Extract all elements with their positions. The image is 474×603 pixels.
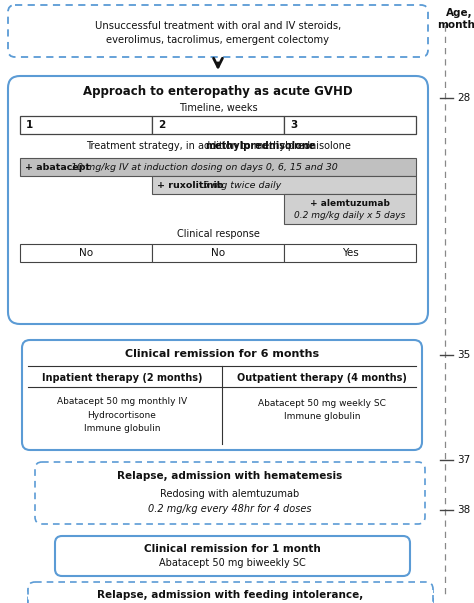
Bar (284, 244, 416, 262)
FancyBboxPatch shape (8, 5, 428, 57)
Text: Clinical response: Clinical response (176, 229, 259, 239)
Text: + alemtuzumab: + alemtuzumab (310, 198, 390, 207)
Text: No: No (79, 248, 93, 258)
Text: Inpatient therapy (2 months): Inpatient therapy (2 months) (42, 373, 202, 383)
FancyBboxPatch shape (8, 76, 428, 324)
Bar (152, 244, 284, 262)
Text: Abatacept 50 mg monthly IV
Hydrocortisone
Immune globulin: Abatacept 50 mg monthly IV Hydrocortison… (57, 397, 187, 434)
Text: Outpatient therapy (4 months): Outpatient therapy (4 months) (237, 373, 407, 383)
Text: 10 mg/kg IV at induction dosing on days 0, 6, 15 and 30: 10 mg/kg IV at induction dosing on days … (71, 162, 338, 171)
Bar (20, 116, 152, 134)
Text: Yes: Yes (342, 248, 358, 258)
Text: Abatacept 50 mg weekly SC
Immune globulin: Abatacept 50 mg weekly SC Immune globuli… (258, 399, 386, 421)
Bar (152, 116, 284, 134)
FancyBboxPatch shape (28, 585, 433, 603)
Text: 5 mg twice daily: 5 mg twice daily (203, 180, 281, 189)
Text: Approach to enteropathy as acute GVHD: Approach to enteropathy as acute GVHD (83, 86, 353, 98)
FancyBboxPatch shape (28, 582, 433, 603)
Text: 0.2 mg/kg daily x 5 days: 0.2 mg/kg daily x 5 days (294, 210, 406, 219)
Bar (284, 194, 416, 224)
Text: Redosing with alemtuzumab: Redosing with alemtuzumab (160, 489, 300, 499)
Bar (20, 158, 416, 176)
Bar (20, 244, 152, 262)
Text: 2: 2 (158, 120, 165, 130)
Text: everolimus, tacrolimus, emergent colectomy: everolimus, tacrolimus, emergent colecto… (107, 35, 329, 45)
Text: 1: 1 (26, 120, 33, 130)
Text: Treatment strategy, in addition to methylprednisolone: Treatment strategy, in addition to methy… (86, 141, 350, 151)
Text: Clinical remission for 1 month: Clinical remission for 1 month (144, 544, 321, 554)
Text: methylprednisolone: methylprednisolone (205, 141, 315, 151)
Text: 35: 35 (457, 350, 470, 360)
Text: Age,
months: Age, months (437, 8, 474, 30)
FancyBboxPatch shape (22, 340, 422, 450)
Bar (152, 176, 416, 194)
Text: Unsuccessful treatment with oral and IV steroids,: Unsuccessful treatment with oral and IV … (95, 21, 341, 31)
Text: No: No (211, 248, 225, 258)
FancyBboxPatch shape (55, 536, 410, 576)
Text: 3: 3 (290, 120, 297, 130)
Text: 38: 38 (457, 505, 470, 515)
Text: Clinical remission for 6 months: Clinical remission for 6 months (125, 349, 319, 359)
Text: Relapse, admission with hematemesis: Relapse, admission with hematemesis (118, 471, 343, 481)
Text: 37: 37 (457, 455, 470, 465)
Text: Abatacept 50 mg biweekly SC: Abatacept 50 mg biweekly SC (159, 558, 306, 568)
Bar (284, 116, 416, 134)
Text: + ruxolitinib: + ruxolitinib (157, 180, 227, 189)
Text: 28: 28 (457, 93, 470, 103)
Text: Timeline, weeks: Timeline, weeks (179, 103, 257, 113)
Text: + abatacept: + abatacept (25, 162, 93, 171)
FancyBboxPatch shape (35, 462, 425, 524)
Text: 0.2 mg/kg every 48hr for 4 doses: 0.2 mg/kg every 48hr for 4 doses (148, 504, 312, 514)
Text: Relapse, admission with feeding intolerance,: Relapse, admission with feeding intolera… (97, 590, 364, 600)
